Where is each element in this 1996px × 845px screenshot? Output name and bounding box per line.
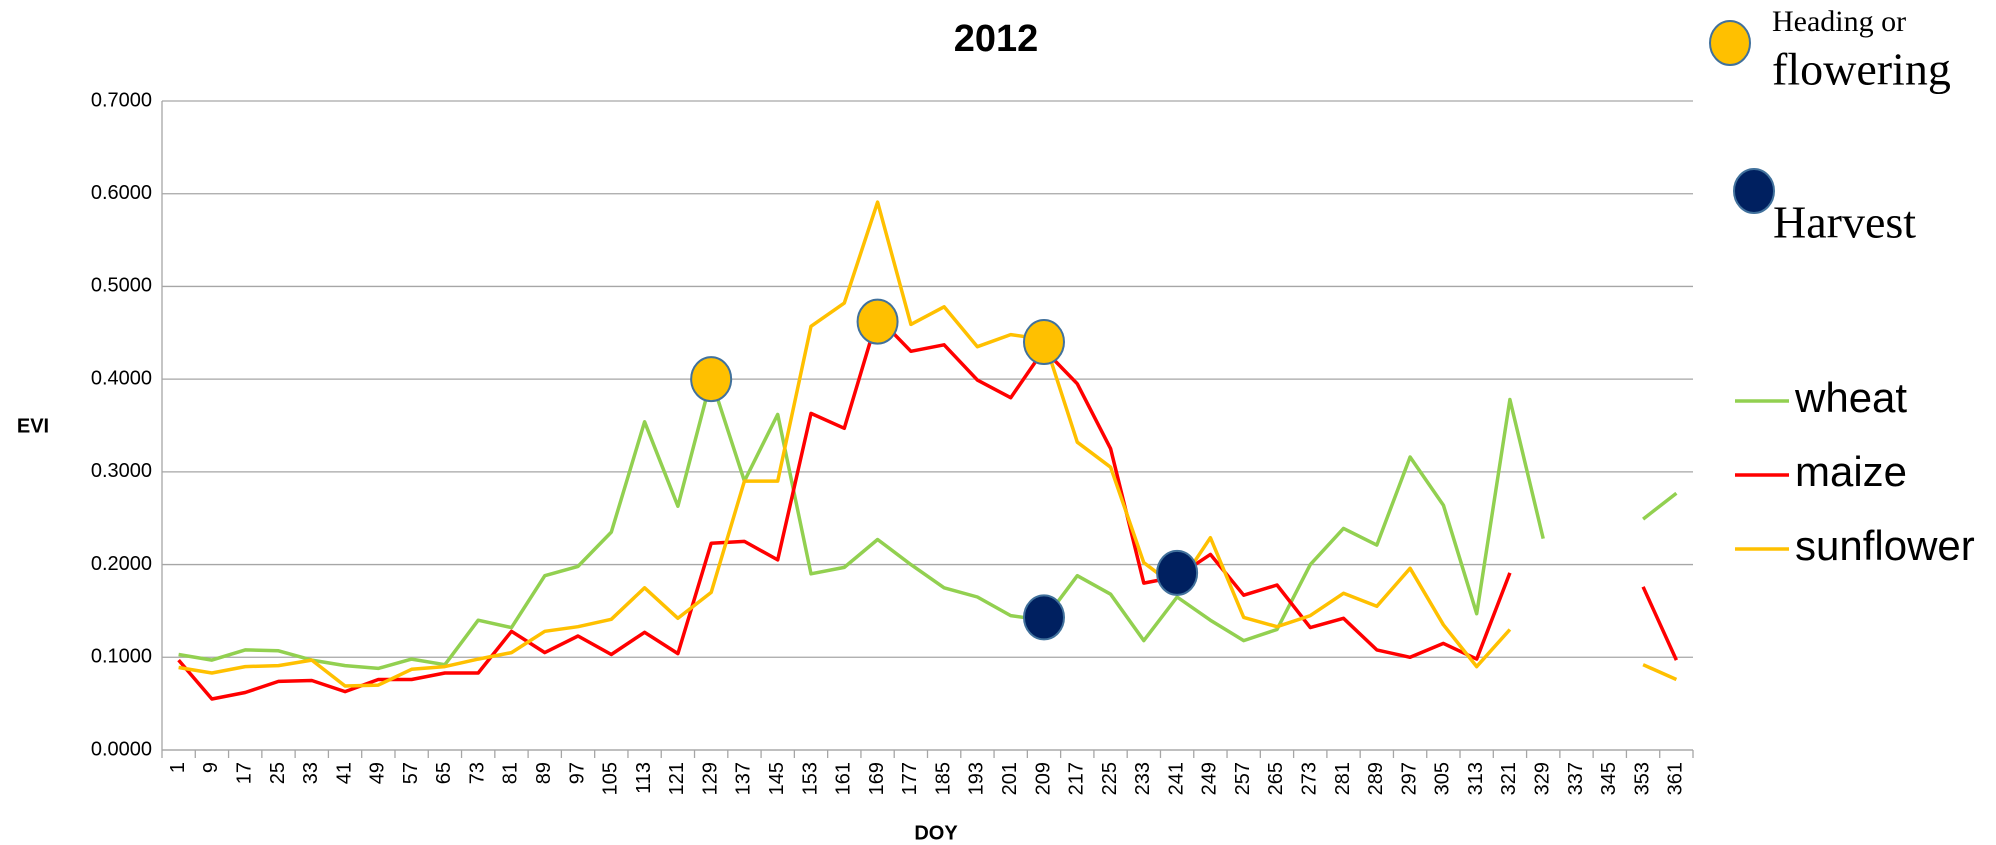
x-tick-label: 17	[233, 762, 255, 784]
y-tick-label: 0.3000	[91, 460, 152, 482]
x-tick-label: 33	[300, 762, 322, 784]
marker	[856, 298, 899, 345]
x-tick-label: 57	[400, 762, 422, 784]
series-line	[177, 315, 1678, 701]
x-tick-label: 105	[600, 762, 622, 795]
legend-label: flowering	[1772, 44, 1951, 95]
x-tick-label: 241	[1165, 762, 1187, 795]
legend-marker	[1733, 168, 1775, 214]
marker	[1022, 594, 1065, 641]
x-tick-label: 25	[267, 762, 289, 784]
marker	[690, 356, 733, 403]
x-tick-label: 257	[1232, 762, 1254, 795]
x-tick-label: 233	[1132, 762, 1154, 795]
x-tick-label: 73	[466, 762, 488, 784]
x-tick-label: 225	[1099, 762, 1121, 795]
x-tick-label: 297	[1398, 762, 1420, 795]
x-tick-label: 193	[966, 762, 988, 795]
x-tick-label: 145	[766, 762, 788, 795]
x-tick-label: 217	[1066, 762, 1088, 795]
marker	[1156, 549, 1199, 596]
x-tick-label: 185	[932, 762, 954, 795]
y-tick-label: 0.4000	[91, 367, 152, 389]
y-tick-label: 0.0000	[91, 738, 152, 760]
x-tick-label: 121	[666, 762, 688, 795]
x-tick-label: 97	[566, 762, 588, 784]
x-tick-label: 313	[1465, 762, 1487, 795]
y-tick-label: 0.5000	[91, 275, 152, 297]
legend-label: wheat	[1794, 374, 1907, 421]
x-tick-label: 305	[1432, 762, 1454, 795]
y-tick-label: 0.7000	[91, 89, 152, 111]
legend-label: maize	[1795, 448, 1907, 495]
x-tick-label: 273	[1299, 762, 1321, 795]
legend-label: Heading or	[1772, 5, 1906, 38]
x-tick-label: 353	[1631, 762, 1653, 795]
x-tick-label: 161	[833, 762, 855, 795]
x-tick-label: 113	[633, 762, 655, 794]
x-tick-label: 177	[899, 762, 921, 795]
x-tick-label: 265	[1265, 762, 1287, 795]
x-tick-label: 1	[167, 762, 189, 773]
x-tick-label: 41	[333, 762, 355, 784]
x-tick-label: 345	[1598, 762, 1620, 795]
x-tick-label: 361	[1665, 762, 1687, 795]
y-axis-label: EVI	[17, 415, 49, 437]
x-tick-label: 289	[1365, 762, 1387, 795]
x-tick-label: 9	[200, 762, 222, 773]
x-tick-label: 209	[1032, 762, 1054, 795]
x-axis-label: DOY	[914, 822, 958, 844]
x-tick-label: 201	[999, 762, 1021, 795]
x-tick-label: 49	[367, 762, 389, 784]
chart-title: 2012	[954, 18, 1039, 60]
x-tick-label: 329	[1532, 762, 1554, 795]
marker	[1022, 319, 1065, 366]
x-tick-label: 281	[1332, 762, 1354, 795]
x-tick-label: 321	[1498, 762, 1520, 795]
x-tick-label: 153	[799, 762, 821, 795]
legend-label: Harvest	[1773, 197, 1916, 248]
x-tick-label: 249	[1199, 762, 1221, 795]
x-tick-label: 89	[533, 762, 555, 784]
legend-label: sunflower	[1795, 522, 1975, 569]
y-tick-label: 0.1000	[91, 646, 152, 668]
y-tick-label: 0.6000	[91, 182, 152, 204]
series-line	[178, 200, 1678, 688]
x-tick-label: 81	[500, 762, 522, 784]
x-tick-label: 65	[433, 762, 455, 784]
x-tick-label: 137	[733, 762, 755, 795]
x-tick-label: 169	[866, 762, 888, 795]
x-tick-label: 337	[1565, 762, 1587, 795]
series-line	[178, 377, 1678, 671]
legend-marker	[1709, 20, 1751, 66]
y-tick-label: 0.2000	[91, 553, 152, 575]
x-tick-label: 129	[699, 762, 721, 795]
